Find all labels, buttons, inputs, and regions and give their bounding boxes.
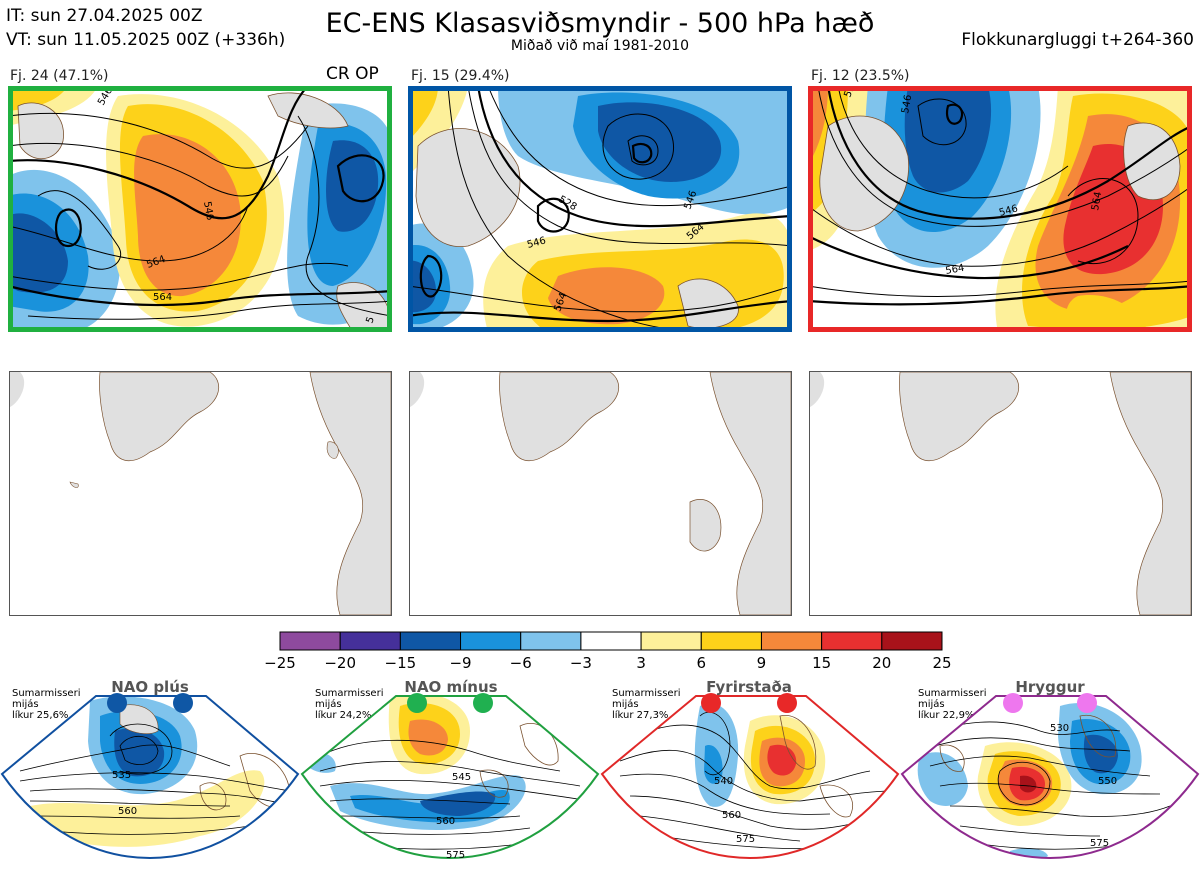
colorbar-bin-8 bbox=[700, 631, 762, 651]
colorbar-tick-7: 3 bbox=[636, 654, 646, 672]
cluster-window: Flokkunargluggi t+264-360 bbox=[961, 30, 1194, 50]
colorbar: −25 −20 −15 −9 −6 −3 3 6 9 15 20 25 bbox=[264, 631, 952, 672]
colorbar-bin-6 bbox=[580, 631, 642, 651]
cluster-map-2-svg: 528 546 546 564 564 bbox=[408, 86, 792, 332]
regime-3-season: Sumarmisseri bbox=[612, 688, 681, 699]
colorbar-bin-4 bbox=[460, 631, 522, 651]
empty-map-2 bbox=[409, 371, 792, 616]
colorbar-tick-11: 20 bbox=[872, 654, 891, 672]
regime-2-title: NAO mínus bbox=[404, 678, 498, 696]
cluster-3-contour-label-1: 546 bbox=[900, 94, 914, 115]
regime-1-season: Sumarmisseri bbox=[12, 688, 81, 699]
regime-2-season: Sumarmisseri bbox=[315, 688, 384, 699]
regime-2-fan: 545 560 575 bbox=[300, 693, 600, 861]
colorbar-bin-2 bbox=[339, 631, 401, 651]
regime-1-contour-label-1: 535 bbox=[112, 770, 131, 781]
colorbar-tick-10: 15 bbox=[812, 654, 831, 672]
empty-map-3 bbox=[809, 371, 1192, 616]
regime-3-contour-label-3: 575 bbox=[736, 834, 755, 845]
colorbar-bin-9 bbox=[760, 631, 823, 651]
regime-1-dot-right bbox=[173, 693, 193, 713]
cluster-2-contour-label-2: 546 bbox=[526, 235, 547, 251]
cluster-tag-1: CR OP bbox=[326, 64, 379, 84]
colorbar-bin-5 bbox=[520, 631, 582, 651]
cluster-label-2: Fj. 15 (29.4%) bbox=[411, 68, 510, 84]
regime-1-fan: 535 560 bbox=[0, 693, 300, 859]
cluster-1-contour-label-4: 564 bbox=[153, 292, 172, 303]
regime-4-mode: mijás bbox=[918, 699, 945, 710]
empty-map-2-svg bbox=[410, 372, 791, 615]
cluster-3-border bbox=[808, 86, 1192, 332]
page-subtitle: Miðað við maí 1981-2010 bbox=[510, 38, 690, 54]
colorbar-tick-2: −20 bbox=[324, 654, 356, 672]
empty-map-1-svg bbox=[10, 372, 391, 615]
cluster-map-1: 546 564 546 564 5 bbox=[8, 86, 392, 332]
regime-3-dot-right bbox=[777, 693, 797, 713]
colorbar-bin-10 bbox=[821, 631, 883, 651]
regime-3-dot-left bbox=[701, 693, 721, 713]
cluster-label-3: Fj. 12 (23.5%) bbox=[811, 68, 910, 84]
cluster-1-contour-label-3: 546 bbox=[201, 201, 215, 222]
regime-3-fan: 540 560 575 bbox=[600, 693, 900, 859]
colorbar-tick-12: 25 bbox=[932, 654, 951, 672]
regime-2-prob: líkur 24,2% bbox=[315, 710, 372, 721]
regime-4-prob: líkur 22,9% bbox=[918, 710, 975, 721]
empty-map-3-svg bbox=[810, 372, 1191, 615]
regime-4-fan: 530 550 575 bbox=[900, 693, 1200, 859]
colorbar-bin-7 bbox=[640, 631, 702, 651]
cluster-label-1: Fj. 24 (47.1%) bbox=[10, 68, 109, 84]
colorbar-bin-3 bbox=[399, 631, 462, 651]
regime-2-contour-label-3: 575 bbox=[446, 850, 465, 861]
cluster-map-3: 546 528 546 564 564 bbox=[808, 86, 1192, 332]
regime-1-prob: líkur 25,6% bbox=[12, 710, 69, 721]
cluster-3-contour-label-4: 564 bbox=[945, 263, 966, 277]
cluster-2-border bbox=[408, 86, 792, 332]
cluster-1-contour-label-5: 5 bbox=[364, 315, 377, 325]
colorbar-tick-4: −9 bbox=[449, 654, 471, 672]
regime-2-contour-label-1: 545 bbox=[452, 772, 471, 783]
regime-fan-maps: 535 560 bbox=[0, 693, 1200, 861]
colorbar-tick-5: −6 bbox=[510, 654, 532, 672]
cluster-map-3-svg: 546 528 546 564 564 bbox=[808, 86, 1192, 332]
colorbar-tick-1: −25 bbox=[264, 654, 296, 672]
empty-map-1 bbox=[9, 371, 392, 616]
regime-4-title: Hryggur bbox=[1015, 678, 1085, 696]
regime-4-season: Sumarmisseri bbox=[918, 688, 987, 699]
cluster-map-1-svg: 546 564 546 564 5 bbox=[8, 86, 392, 332]
colorbar-tick-9: 9 bbox=[757, 654, 767, 672]
regime-4-dot-right bbox=[1077, 693, 1097, 713]
regime-2-contour-label-2: 560 bbox=[436, 816, 455, 827]
regime-2-dot-left bbox=[407, 693, 427, 713]
colorbar-bin-1 bbox=[279, 631, 341, 651]
regime-3-prob: líkur 27,3% bbox=[612, 710, 669, 721]
cluster-3-contour-label-3: 546 bbox=[998, 203, 1019, 219]
regime-1-title: NAO plús bbox=[111, 678, 189, 696]
regime-2-dot-right bbox=[473, 693, 493, 713]
valid-time: VT: sun 11.05.2025 00Z (+336h) bbox=[6, 30, 286, 50]
colorbar-tick-3: −15 bbox=[385, 654, 417, 672]
regime-row: Sumarmisseri mijás líkur 25,6% NAO plús … bbox=[0, 676, 1200, 871]
page-title: EC-ENS Klasasviðsmyndir - 500 hPa hæð bbox=[325, 8, 875, 39]
regime-1-contour-label-2: 560 bbox=[118, 806, 137, 817]
colorbar-tick-8: 6 bbox=[696, 654, 706, 672]
cluster-map-2: 528 546 546 564 564 bbox=[408, 86, 792, 332]
regime-2-mode: mijás bbox=[315, 699, 342, 710]
colorbar-bin-11 bbox=[881, 631, 943, 651]
regime-4-contour-label-3: 575 bbox=[1090, 838, 1109, 849]
regime-4-dot-left bbox=[1003, 693, 1023, 713]
initial-time: IT: sun 27.04.2025 00Z bbox=[6, 6, 203, 26]
regime-3-mode: mijás bbox=[612, 699, 639, 710]
regime-1-mode: mijás bbox=[12, 699, 39, 710]
regime-4-contour-label-2: 550 bbox=[1098, 776, 1117, 787]
regime-3-contour-label-1: 540 bbox=[714, 776, 733, 787]
regime-3-contour-label-2: 560 bbox=[722, 810, 741, 821]
regime-4-contour-label-1: 530 bbox=[1050, 723, 1069, 734]
regime-3-title: Fyrirstaða bbox=[706, 678, 792, 696]
colorbar-tick-6: −3 bbox=[570, 654, 592, 672]
regime-1-dot-left bbox=[107, 693, 127, 713]
cluster-1-border bbox=[8, 86, 392, 332]
cluster-3-contour-label-5: 564 bbox=[1090, 191, 1104, 212]
